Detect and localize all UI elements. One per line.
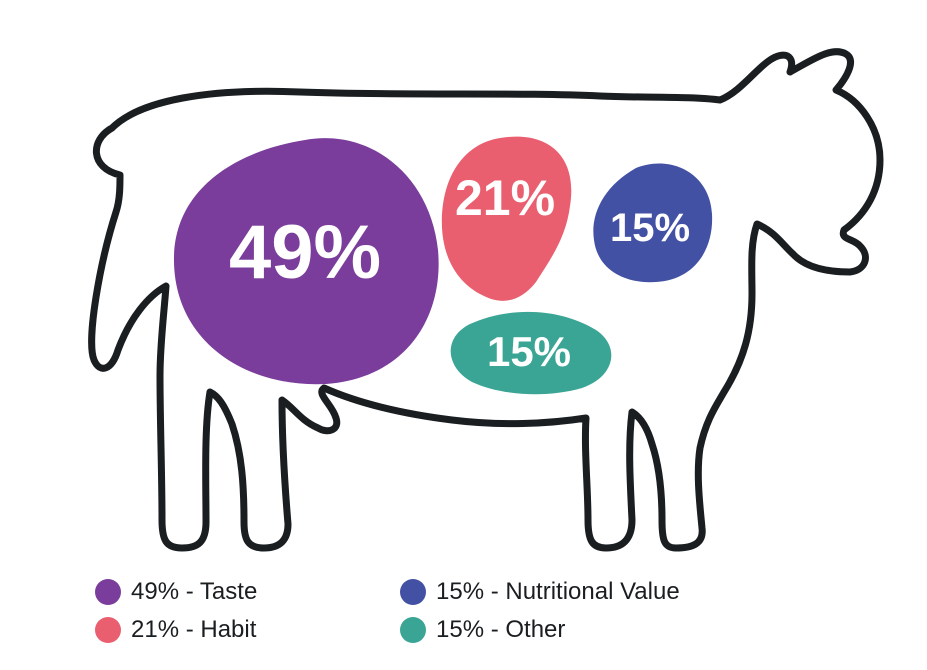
blob-taste: 49% <box>174 138 439 384</box>
legend-label: 15% - Nutritional Value <box>436 578 680 606</box>
legend-item-taste: 49% - Taste <box>95 575 390 609</box>
legend-dot-icon <box>95 617 121 643</box>
legend-item-nutritional: 15% - Nutritional Value <box>400 575 780 609</box>
blob-nutritional: 15% <box>593 164 712 283</box>
blob-other: 15% <box>451 312 612 394</box>
blob-habit-label: 21% <box>455 170 555 226</box>
legend-dot-icon <box>95 579 121 605</box>
blob-nutritional-label: 15% <box>610 206 690 250</box>
blob-habit: 21% <box>442 137 571 301</box>
legend-item-other: 15% - Other <box>400 613 780 647</box>
blob-taste-label: 49% <box>229 210 381 295</box>
legend-dot-icon <box>400 617 426 643</box>
legend-item-habit: 21% - Habit <box>95 613 390 647</box>
legend: 49% - Taste 15% - Nutritional Value 21% … <box>95 575 780 647</box>
legend-label: 49% - Taste <box>131 578 257 606</box>
blob-other-label: 15% <box>487 328 571 375</box>
infographic-stage: 49% 21% 15% 15% 49% - Taste 15% - Nutrit… <box>0 0 927 670</box>
legend-label: 21% - Habit <box>131 616 256 644</box>
legend-label: 15% - Other <box>436 616 565 644</box>
cow-figure: 49% 21% 15% 15% <box>0 0 927 570</box>
legend-dot-icon <box>400 579 426 605</box>
